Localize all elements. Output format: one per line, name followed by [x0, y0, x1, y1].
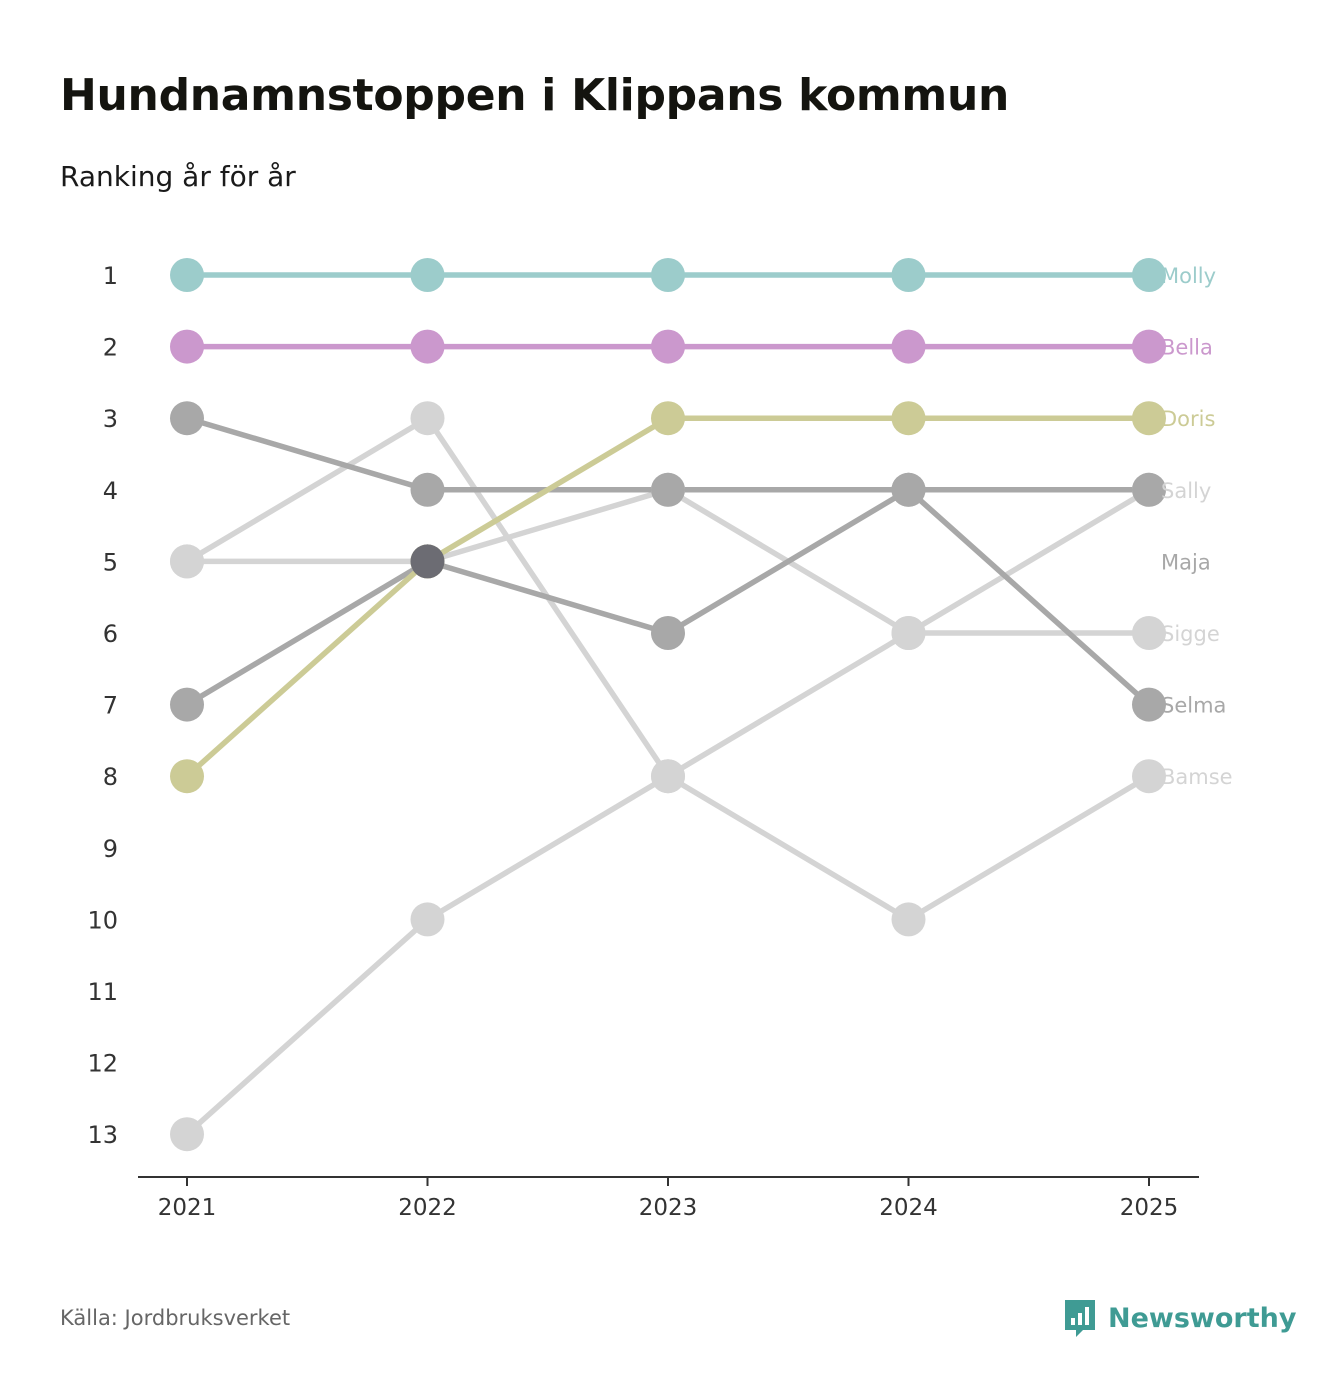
data-point-molly: [410, 258, 445, 292]
series-line-bamse: [184, 487, 1152, 1137]
data-point-selma: [410, 472, 445, 507]
series-points: [170, 258, 1166, 1152]
data-point-maja: [891, 472, 926, 507]
series-labels: Bamse Sigge Sally Selma Maja Doris Bella Molly: [1161, 264, 1233, 789]
data-point-sally: [651, 759, 685, 794]
x-tick-label: 2025: [1120, 1195, 1179, 1221]
data-point-sally: [891, 902, 926, 937]
data-point-maja: [170, 687, 204, 722]
chart-title: Hundnamnstoppen i Klippans kommun: [60, 70, 1010, 121]
y-tick-label: 7: [103, 692, 118, 720]
data-point-molly: [651, 258, 685, 292]
series-label-maja: Maja: [1161, 550, 1211, 574]
y-tick-label: 10: [87, 906, 118, 934]
y-tick-label: 3: [103, 405, 118, 433]
y-tick-label: 4: [103, 477, 118, 505]
data-point-bella: [891, 329, 926, 364]
data-point-selma: [651, 472, 685, 507]
series-label-selma: Selma: [1161, 694, 1226, 718]
data-point-doris: [1132, 401, 1166, 436]
y-tick-label: 8: [103, 763, 118, 791]
data-point-selma: [170, 401, 204, 436]
series-line-sigge: [184, 487, 1152, 636]
series-label-sigge: Sigge: [1161, 622, 1220, 646]
brand-logo: Newsworthy: [1062, 1298, 1296, 1338]
data-point-sally: [410, 401, 445, 436]
brand-name: Newsworthy: [1108, 1302, 1297, 1334]
chart-subtitle: Ranking år för år: [60, 160, 296, 193]
series-line-maja: [184, 487, 1152, 708]
y-tick-label: 5: [103, 548, 118, 576]
data-point-overlap: [410, 544, 445, 579]
y-tick-label: 11: [87, 978, 118, 1006]
data-point-bamse: [410, 902, 445, 937]
x-tick-label: 2021: [158, 1195, 217, 1221]
y-tick-label: 12: [87, 1050, 118, 1078]
data-point-doris: [170, 759, 204, 794]
y-tick-label: 9: [103, 835, 118, 863]
series-label-bamse: Bamse: [1161, 765, 1233, 789]
data-point-selma: [1132, 472, 1166, 507]
series-label-bella: Bella: [1161, 336, 1213, 360]
data-point-molly: [891, 258, 926, 292]
data-point-sigge: [891, 616, 926, 650]
series-label-molly: Molly: [1161, 264, 1216, 288]
data-point-sigge: [1132, 616, 1166, 650]
data-point-sally: [170, 544, 204, 579]
y-tick-label: 2: [103, 334, 118, 362]
x-tick-label: 2022: [398, 1195, 457, 1221]
series-line-doris: [184, 415, 1152, 779]
source-note: Källa: Jordbruksverket: [60, 1306, 291, 1330]
data-point-maja: [1132, 687, 1166, 722]
y-tick-label: 13: [87, 1121, 118, 1149]
data-point-maja: [651, 616, 685, 650]
y-tick-label: 1: [103, 262, 118, 290]
data-point-bella: [170, 329, 204, 364]
data-point-bella: [651, 329, 685, 364]
data-point-bella: [1132, 329, 1166, 364]
data-point-sally: [1132, 759, 1166, 794]
y-tick-label: 6: [103, 620, 118, 648]
data-point-doris: [651, 401, 685, 436]
x-tick-label: 2024: [879, 1195, 938, 1221]
data-point-molly: [1132, 258, 1166, 292]
series-label-sally: Sally: [1161, 479, 1211, 503]
series-label-doris: Doris: [1161, 407, 1215, 431]
data-point-bamse: [170, 1117, 204, 1152]
data-point-molly: [170, 258, 204, 292]
data-point-bella: [410, 329, 445, 364]
newsworthy-logo-icon: [1065, 1300, 1095, 1337]
x-axis: 2021 2022 2023 2024 2025: [138, 1176, 1199, 1221]
x-tick-label: 2023: [639, 1195, 698, 1221]
data-point-doris: [891, 401, 926, 436]
